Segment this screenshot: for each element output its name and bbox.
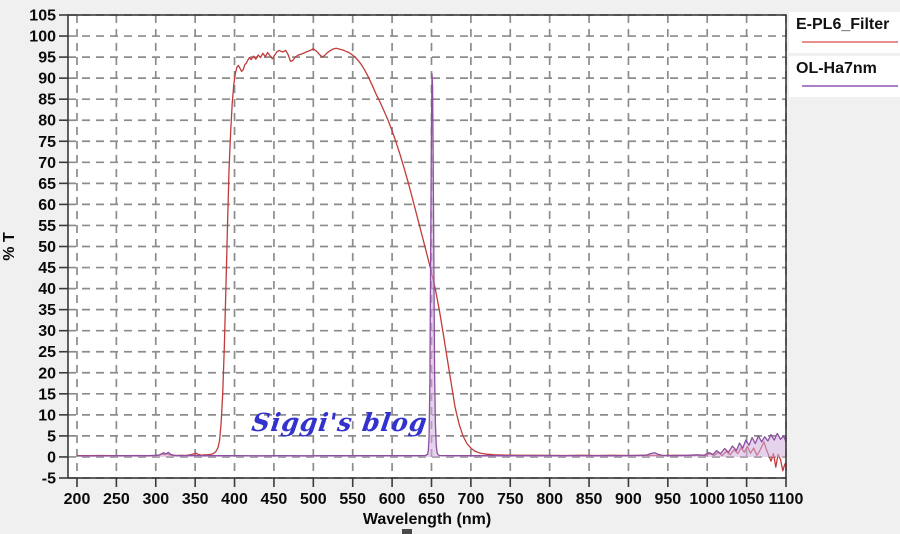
x-tick-label: 1100	[769, 491, 804, 508]
y-tick-label: 85	[38, 92, 56, 109]
y-tick-label: 35	[38, 302, 56, 319]
y-tick-label: 95	[38, 50, 56, 67]
x-tick-label: 200	[64, 491, 91, 508]
y-tick-label: -5	[42, 471, 56, 488]
x-tick-label: 700	[458, 491, 485, 508]
y-tick-label: 55	[38, 218, 56, 235]
axis-ticks	[59, 14, 787, 487]
y-tick-label: 105	[29, 8, 56, 25]
x-tick-label: 650	[418, 491, 445, 508]
x-tick-label: 850	[576, 491, 603, 508]
y-tick-label: 40	[38, 281, 56, 298]
y-tick-label: 45	[38, 260, 56, 277]
y-tick-label: 5	[47, 428, 56, 445]
x-tick-label: 450	[261, 491, 288, 508]
legend-line-ol-ha7nm	[802, 85, 898, 87]
y-tick-label: 75	[38, 134, 56, 151]
y-tick-label: 10	[38, 407, 56, 424]
series-fill-OL-Ha7nm	[77, 73, 786, 458]
y-tick-label: 25	[38, 344, 56, 361]
legend-label-ol-ha7nm: OL-Ha7nm	[796, 60, 877, 77]
tick-labels: 200 250 300 350 400 450 500 550 600 650 700 750 800 8…	[29, 8, 803, 509]
y-tick-label: 30	[38, 323, 56, 340]
series-line-OL-Ha7nm	[77, 73, 787, 457]
legend-label-epl6-filter: E-PL6_Filter	[796, 16, 890, 33]
x-axis-title: Wavelength (nm)	[363, 511, 491, 528]
legend-line-epl6-filter	[802, 41, 898, 43]
y-tick-label: 70	[38, 155, 56, 172]
x-tick-label: 600	[379, 491, 406, 508]
y-tick-label: 80	[38, 113, 56, 130]
x-tick-label: 950	[654, 491, 681, 508]
x-tick-label: 500	[300, 491, 327, 508]
y-tick-label: 50	[38, 239, 56, 256]
y-tick-label: 100	[29, 29, 56, 46]
x-tick-label: 250	[103, 491, 130, 508]
y-tick-label: 90	[38, 71, 56, 88]
watermark: Siggi's blog	[249, 408, 430, 437]
y-tick-label: 60	[38, 197, 56, 214]
legend-item-epl6-filter: E-PL6_Filter	[789, 12, 900, 53]
y-tick-label: 0	[47, 450, 56, 467]
y-axis-title: % T	[1, 232, 18, 261]
y-tick-label: 65	[38, 176, 56, 193]
y-tick-label: 15	[38, 386, 56, 403]
x-tick-label: 1050	[729, 491, 765, 508]
x-tick-label: 350	[182, 491, 209, 508]
x-tick-label: 400	[221, 491, 248, 508]
x-tick-label: 900	[615, 491, 642, 508]
x-tick-label: 550	[339, 491, 366, 508]
cropped-edge-artifact	[402, 529, 412, 534]
x-tick-label: 1000	[689, 491, 725, 508]
x-tick-label: 800	[536, 491, 563, 508]
y-tick-label: 20	[38, 365, 56, 382]
legend: E-PL6_Filter OL-Ha7nm	[789, 12, 900, 100]
legend-item-ol-ha7nm: OL-Ha7nm	[789, 56, 900, 97]
x-tick-label: 750	[497, 491, 524, 508]
x-tick-label: 300	[142, 491, 169, 508]
